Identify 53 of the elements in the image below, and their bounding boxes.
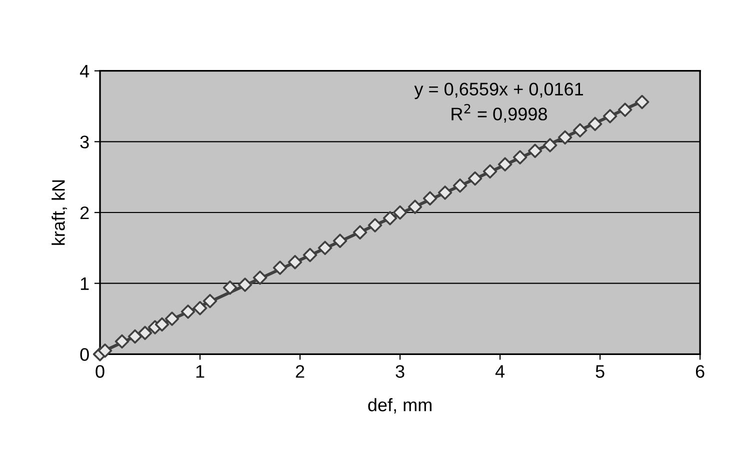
point [114, 334, 130, 349]
x-tick-label: 6 [696, 365, 704, 378]
point [602, 109, 618, 124]
point [542, 138, 558, 152]
x-axis-title: def, mm [368, 398, 432, 414]
x-tick-label: 0 [96, 365, 104, 378]
x-tick-label: 4 [495, 365, 505, 378]
point [452, 178, 468, 193]
point [154, 317, 170, 332]
point [468, 171, 482, 186]
point [572, 123, 588, 138]
y-tick-label: 0 [80, 348, 89, 361]
annotation: R$^{2}$ = 0,9998 [452, 104, 547, 123]
y-tick-label: 1 [80, 277, 89, 290]
point [438, 186, 452, 200]
point [528, 144, 542, 158]
point [368, 218, 382, 232]
point [164, 312, 180, 326]
point [618, 102, 632, 117]
annotation: y = 0,6559x + 0,0161 [414, 82, 584, 100]
x-tick-label: 1 [196, 365, 204, 378]
point [558, 130, 572, 145]
x-tick-label: 5 [596, 365, 604, 378]
point [138, 326, 152, 340]
point [238, 278, 252, 292]
x-tick-label: 2 [296, 365, 304, 378]
point [382, 211, 398, 226]
y-tick-label: 4 [80, 64, 90, 78]
point [272, 260, 288, 275]
point [180, 304, 196, 319]
point [302, 248, 318, 262]
point [222, 280, 238, 295]
point [392, 205, 408, 220]
point [288, 254, 302, 270]
point [332, 234, 348, 248]
point [498, 157, 512, 172]
point [408, 200, 422, 214]
y-axis-title: kraft, kN [52, 180, 68, 245]
x-tick-label: 3 [396, 365, 404, 378]
point [192, 301, 208, 316]
point [422, 191, 438, 206]
point [634, 94, 650, 110]
point [352, 225, 368, 240]
point [202, 294, 218, 308]
point [252, 270, 268, 285]
point [512, 150, 528, 164]
point [98, 344, 112, 358]
y-tick-label: 2 [80, 206, 89, 220]
point [318, 240, 332, 256]
y-tick-label: 3 [80, 136, 89, 148]
point [128, 329, 142, 344]
point [482, 164, 498, 179]
point [588, 116, 602, 132]
